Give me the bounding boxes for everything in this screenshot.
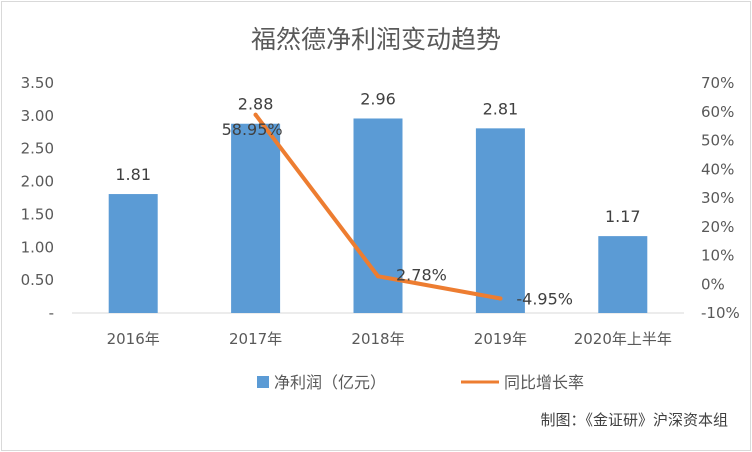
y-left-tick-label: 3.00 <box>21 107 54 125</box>
y-left-tick-label: 2.50 <box>21 140 54 158</box>
line-data-label: 2.78% <box>396 265 447 284</box>
y-right-tick-label: -10% <box>701 304 740 322</box>
y-right-tick-label: 20% <box>701 218 734 236</box>
y-left-tick-label: 1.50 <box>21 205 54 223</box>
y-right-tick-label: 50% <box>701 132 734 150</box>
line-point <box>376 274 380 279</box>
bar-data-label: 2.81 <box>483 99 519 118</box>
bar-data-label: 2.96 <box>360 89 396 108</box>
bar-data-label: 1.17 <box>605 207 641 226</box>
y-right-tick-label: 30% <box>701 189 734 207</box>
y-right-tick-label: 40% <box>701 160 734 178</box>
y-right-tick-label: 70% <box>701 74 734 92</box>
bar <box>598 236 648 313</box>
line-point <box>498 296 503 301</box>
y-left-tick-label: 0.50 <box>21 271 54 289</box>
x-tick-label: 2019年 <box>474 330 527 348</box>
bar-data-label: 1.81 <box>115 165 151 184</box>
y-left-tick-label: 1.00 <box>21 238 54 256</box>
y-right-tick-label: 60% <box>701 103 734 121</box>
line-point <box>253 112 258 117</box>
chart-title: 福然德净利润变动趋势 <box>251 25 501 54</box>
x-tick-label: 2016年 <box>107 330 160 348</box>
line-data-label: 58.95% <box>222 120 283 139</box>
line-series-group <box>253 112 503 301</box>
chart-credit: 制图：《金证研》沪深资本组 <box>540 411 728 429</box>
bar <box>475 128 525 313</box>
bar <box>231 123 281 313</box>
y-left-tick-label: 2.00 <box>21 173 54 191</box>
legend-bar-label: 净利润（亿元） <box>274 373 386 392</box>
y-left-tick-label: 3.50 <box>21 74 54 92</box>
line-data-label: -4.95% <box>516 289 573 308</box>
legend-line-label: 同比增长率 <box>504 373 584 392</box>
x-tick-label: 2020年上半年 <box>574 330 672 348</box>
data-labels-group: 1.81 2.88 2.96 2.81 1.17 58.95% 2.78% -4.95% <box>115 89 640 308</box>
y-left-tick-label: - <box>49 304 54 322</box>
x-tick-label: 2018年 <box>351 330 404 348</box>
axes-group: - 0.50 1.00 1.50 2.00 2.50 3.00 3.50 -10% 0% 10% 20… <box>21 74 740 348</box>
y-right-tick-label: 0% <box>701 275 725 293</box>
bar-data-label: 2.88 <box>238 95 274 114</box>
legend: 净利润（亿元） 同比增长率 <box>257 373 584 392</box>
x-tick-label: 2017年 <box>229 330 282 348</box>
bar-series-group <box>108 118 648 313</box>
legend-bar-swatch <box>257 376 269 388</box>
bar <box>108 194 158 313</box>
y-right-tick-label: 10% <box>701 247 734 265</box>
